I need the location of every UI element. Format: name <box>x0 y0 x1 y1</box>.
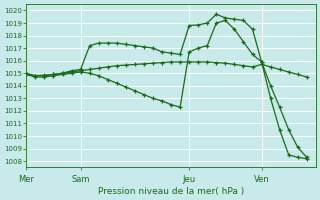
X-axis label: Pression niveau de la mer( hPa ): Pression niveau de la mer( hPa ) <box>98 187 244 196</box>
